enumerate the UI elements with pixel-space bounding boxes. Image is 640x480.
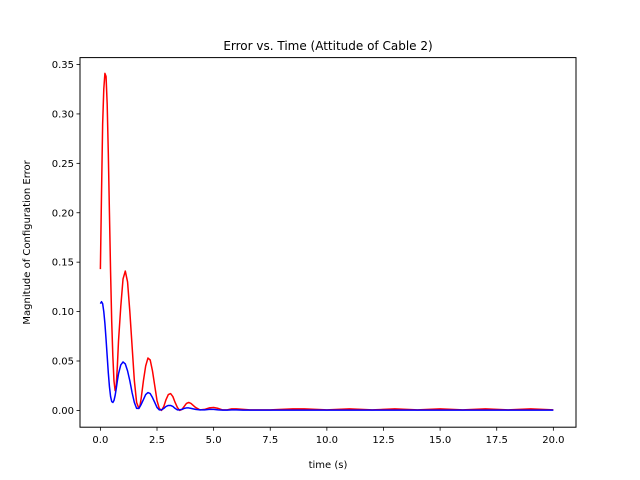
x-tick-label: 5.0 bbox=[206, 435, 222, 446]
plot-frame bbox=[79, 57, 577, 428]
x-tick-label: 7.5 bbox=[262, 435, 278, 446]
y-axis-label: Magnitude of Configuration Error bbox=[22, 159, 33, 324]
y-tick-label: 0.05 bbox=[52, 356, 74, 367]
x-tick-label: 20.0 bbox=[542, 435, 564, 446]
series-line-2 bbox=[99, 300, 554, 411]
y-tick-label: 0.15 bbox=[52, 258, 74, 269]
chart-title: Error vs. Time (Attitude of Cable 2) bbox=[223, 39, 432, 53]
plot-area bbox=[80, 57, 576, 428]
y-tick-label: 0.20 bbox=[52, 208, 74, 219]
series-layer bbox=[99, 72, 554, 412]
y-tick-label: 0.35 bbox=[52, 60, 74, 71]
x-axis-label: time (s) bbox=[309, 460, 348, 471]
x-tick-label: 2.5 bbox=[149, 435, 165, 446]
y-tick-label: 0.25 bbox=[52, 159, 74, 170]
y-tick-label: 0.30 bbox=[52, 109, 74, 120]
x-tick-label: 10.0 bbox=[316, 435, 338, 446]
x-tick-label: 17.5 bbox=[486, 435, 508, 446]
y-tick-label: 0.10 bbox=[52, 307, 74, 318]
x-tick-label: 0.0 bbox=[92, 435, 108, 446]
y-axis-ticks: 0.00 0.05 0.10 0.15 0.20 0.25 0.30 0.35 bbox=[52, 60, 80, 417]
x-tick-label: 12.5 bbox=[372, 435, 394, 446]
y-tick-label: 0.00 bbox=[52, 406, 74, 417]
x-tick-label: 15.0 bbox=[429, 435, 451, 446]
x-axis-ticks: 0.0 2.5 5.0 7.5 10.0 12.5 15.0 17.5 20.0 bbox=[92, 427, 564, 446]
